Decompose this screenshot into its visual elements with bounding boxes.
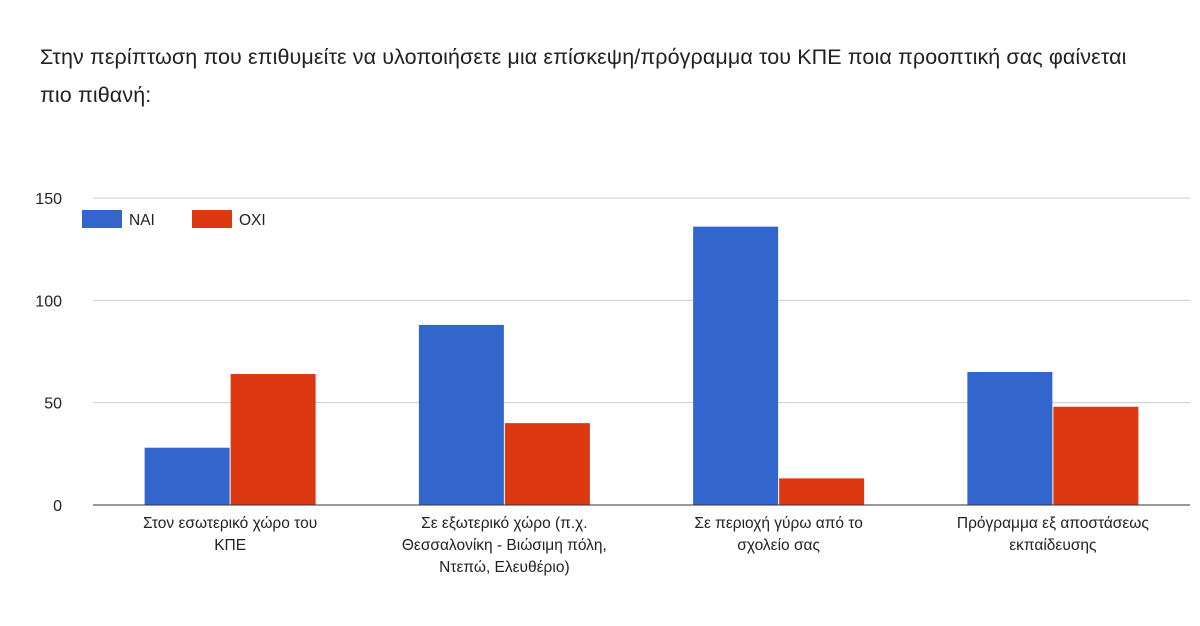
y-tick-label: 50 [44, 396, 62, 413]
legend-label: ΝΑΙ [129, 212, 155, 229]
bar-nai [693, 226, 779, 506]
bar-ochi [1053, 406, 1139, 505]
y-tick-label: 100 [35, 293, 62, 310]
bar-nai [144, 447, 230, 505]
chart-title: Στην περίπτωση που επιθυμείτε να υλοποιή… [40, 45, 1127, 107]
x-category-label: Σε εξωτερικό χώρο (π.χ. [421, 515, 587, 532]
y-tick-label: 150 [35, 191, 62, 208]
y-tick-label: 0 [53, 498, 62, 515]
x-category-label: ΚΠΕ [214, 537, 246, 554]
x-category-label: Θεσσαλονίκη - Βιώσιμη πόλη, [402, 537, 607, 554]
bar-nai [418, 324, 504, 505]
legend: ΝΑΙ ΟΧΙ [82, 210, 266, 229]
bar-ochi [504, 423, 590, 505]
legend-label: ΟΧΙ [239, 212, 266, 229]
bars [144, 226, 1139, 506]
x-category-label: Στον εσωτερικό χώρο του [143, 515, 317, 532]
bar-ochi [779, 478, 865, 505]
bar-ochi [230, 374, 316, 505]
x-category-label: Πρόγραμμα εξ αποστάσεως [957, 515, 1149, 532]
x-category-label: Ντεπώ, Ελευθέριο) [439, 559, 569, 576]
x-category-label: εκπαίδευσης [1009, 537, 1096, 554]
x-category-label: Σε περιοχή γύρω από το [694, 515, 863, 532]
legend-swatch [82, 210, 122, 228]
x-category-label: σχολείο σας [737, 537, 820, 554]
axes: 0 50 100 150 Στον εσωτερικό χώρο του ΚΠΕ Σε εξ… [35, 191, 1190, 576]
bar-nai [967, 371, 1053, 505]
legend-swatch [192, 210, 232, 228]
